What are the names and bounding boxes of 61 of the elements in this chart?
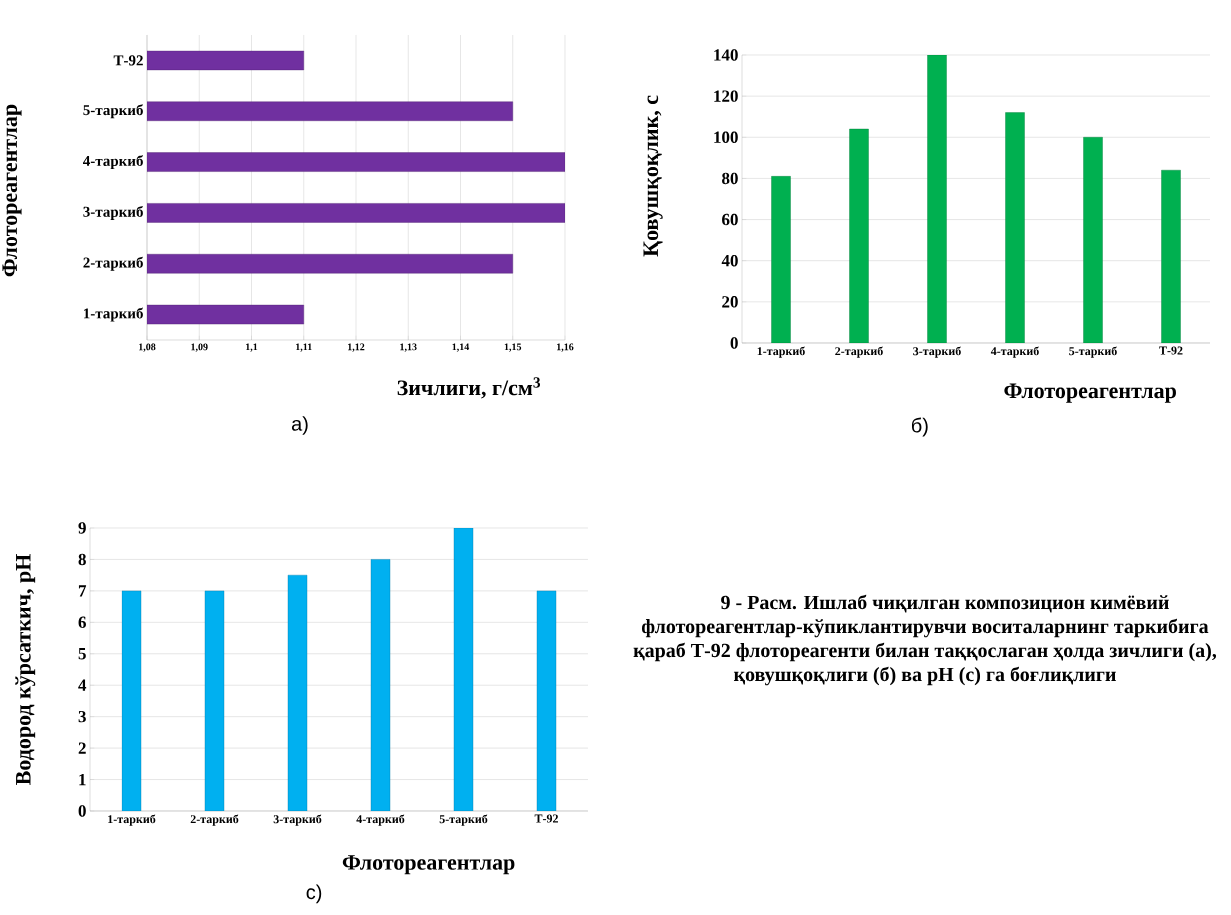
y-tick-label: 60	[722, 213, 738, 226]
y-tick-label: 20	[722, 296, 738, 308]
x-tick-label: 1,1	[246, 343, 258, 352]
x-tick-label: Т-92	[1159, 346, 1183, 355]
x-tick-label: 5-таркиб	[1069, 346, 1117, 358]
y-tick-label: 3-таркиб	[83, 205, 143, 220]
y-axis-title: Флотореагентлар	[2, 104, 22, 277]
text: с)	[306, 884, 322, 904]
y-tick-label: 120	[714, 90, 738, 102]
text: б)	[911, 417, 928, 437]
y-tick-label: 0	[78, 805, 86, 817]
bar	[1161, 169, 1181, 343]
x-tick-label: 1-таркиб	[108, 814, 156, 826]
y-tick-label: 7	[78, 585, 87, 597]
y-tick-label: 140	[714, 49, 738, 61]
x-tick-label: 4-таркиб	[990, 346, 1039, 358]
bar	[1083, 137, 1103, 343]
y-tick-label: 2-таркиб	[83, 256, 143, 271]
text: а)	[291, 416, 308, 435]
x-axis-title: Зичлиги, г/см$^{3}$	[397, 377, 541, 399]
y-axis-title: Водород кўрсаткич, рН	[15, 554, 36, 785]
y-tick-label: 9	[78, 522, 86, 534]
x-tick-label: 1,15	[504, 343, 522, 352]
y-tick-label: 0	[730, 337, 738, 349]
x-tick-label: 2-таркиб	[190, 814, 239, 826]
y-tick-label: 5-таркиб	[83, 104, 143, 119]
y-tick-label: 6	[78, 616, 86, 629]
x-tick-label: 1,16	[557, 343, 574, 352]
y-tick-label: 4-таркиб	[83, 155, 143, 170]
y-tick-label: 5	[78, 648, 86, 660]
x-tick-label: 4-таркиб	[356, 814, 405, 826]
x-tick-label: 1,13	[400, 343, 417, 352]
text: 9 - Расм. Ишлаб чиқилган композицион кимёвий флотореагентлар-кўпиклантирувчи воситаларнинг таркибига қараб Т-92 флотореагенти билан таққослаган ҳолда зичлиги (а), қовушқоқлиги (б) ва рН (с) га боғлиқлиги	[633, 594, 1217, 686]
x-tick-label: 3-таркиб	[273, 814, 322, 826]
x-axis-title: Флотореагентлар	[1004, 383, 1176, 403]
x-tick-label: 3-таркиб	[913, 346, 961, 358]
x-tick-label: 1,09	[191, 343, 208, 352]
y-tick-label: Т-92	[113, 55, 143, 66]
y-axis-title: Қовушқоқлик, с	[643, 95, 663, 257]
bar	[849, 128, 869, 343]
bar	[1005, 112, 1025, 343]
y-tick-label: 80	[722, 172, 738, 185]
x-tick-label: 2-таркиб	[835, 346, 883, 358]
x-tick-label: 1,08	[139, 343, 156, 352]
y-tick-label: 1-таркиб	[84, 307, 143, 322]
bar	[771, 176, 791, 343]
y-tick-label: 4	[78, 679, 87, 691]
y-tick-label: 100	[714, 131, 738, 144]
x-tick-label: 1,11	[296, 343, 312, 352]
x-tick-label: 1-таркиб	[757, 346, 805, 358]
x-tick-label: Т-92	[534, 814, 558, 823]
bar	[927, 54, 947, 343]
y-tick-label: 8	[78, 553, 86, 566]
x-tick-label: 1,14	[452, 343, 470, 352]
y-tick-label: 1	[79, 773, 86, 786]
y-tick-label: 2	[78, 742, 86, 754]
x-tick-label: 5-таркиб	[439, 814, 488, 826]
y-tick-label: 3	[78, 710, 86, 723]
x-axis-title: Флотореагентлар	[342, 855, 515, 875]
y-tick-label: 40	[721, 254, 738, 267]
x-tick-label: 1,12	[348, 343, 365, 352]
